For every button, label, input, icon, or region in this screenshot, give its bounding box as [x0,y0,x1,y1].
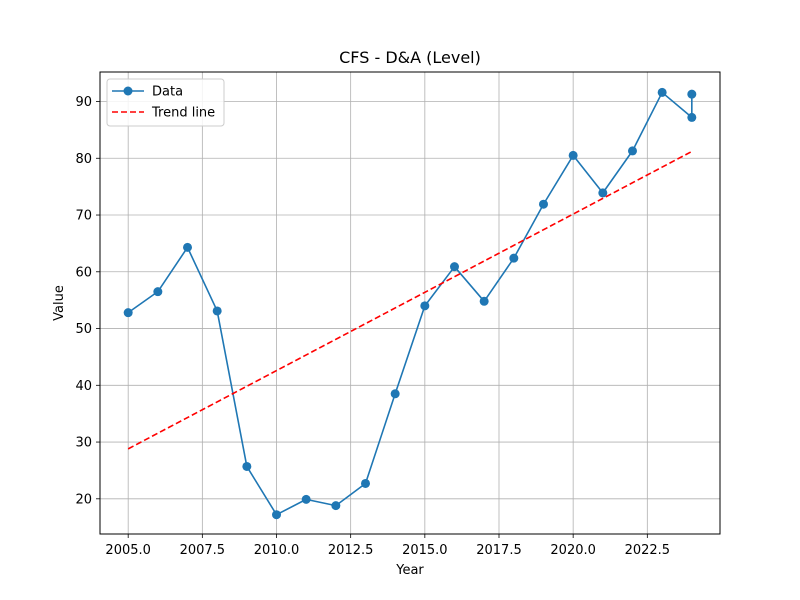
y-tick-label: 20 [75,492,92,507]
legend-label: Trend line [151,106,215,121]
data-point [123,308,133,318]
y-axis-label: Value [52,285,67,321]
data-point [479,296,489,306]
data-point [538,199,548,209]
y-axis: 20 30 40 50 60 70 80 90 [75,95,100,507]
x-tick-label: 2010.0 [254,543,300,558]
data-point [568,150,578,160]
data-point [301,494,311,504]
x-tick-label: 2015.0 [402,543,448,558]
data-point [153,287,163,297]
y-tick-label: 70 [75,209,92,224]
x-tick-label: 2012.5 [328,543,374,558]
x-tick-label: 2005.0 [105,543,151,558]
trend-line [127,150,693,450]
x-tick-label: 2007.5 [180,543,226,558]
data-point [331,501,341,511]
y-tick-label: 30 [75,436,92,451]
y-tick-label: 80 [75,152,92,167]
y-tick-label: 60 [75,265,92,280]
y-tick-label: 90 [75,95,92,110]
legend-label: Data [152,85,183,100]
series-layer [123,87,697,520]
grid [100,72,720,534]
data-point [657,87,667,97]
data-point [272,510,282,520]
data-point [390,389,400,399]
data-point [420,301,430,311]
data-point [242,461,252,471]
data-point [509,253,519,263]
data-point [361,478,371,488]
x-axis: 2005.0 2007.5 2010.0 2012.5 2015.0 2017.5 2020… [105,534,670,558]
data-point [687,89,697,99]
chart-title: CFS - D&A (Level) [339,48,481,67]
x-axis-label: Year [395,563,424,578]
x-tick-label: 2022.5 [625,543,671,558]
legend: Data Trend line [106,78,225,127]
data-point [183,242,193,252]
plot-frame [99,71,721,535]
x-tick-label: 2017.5 [476,543,522,558]
legend-marker [123,86,133,96]
x-tick-label: 2020.0 [550,543,596,558]
data-point [449,262,459,272]
data-point [212,306,222,316]
y-tick-label: 50 [75,322,92,337]
data-point [598,188,608,198]
data-point [627,146,637,156]
y-tick-label: 40 [75,379,92,394]
data-point [687,112,697,122]
